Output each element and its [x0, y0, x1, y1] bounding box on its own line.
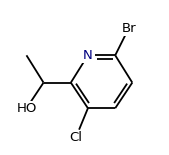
Text: Cl: Cl — [69, 131, 82, 144]
Text: Br: Br — [122, 22, 136, 35]
Text: N: N — [83, 49, 93, 62]
Text: HO: HO — [16, 102, 37, 115]
